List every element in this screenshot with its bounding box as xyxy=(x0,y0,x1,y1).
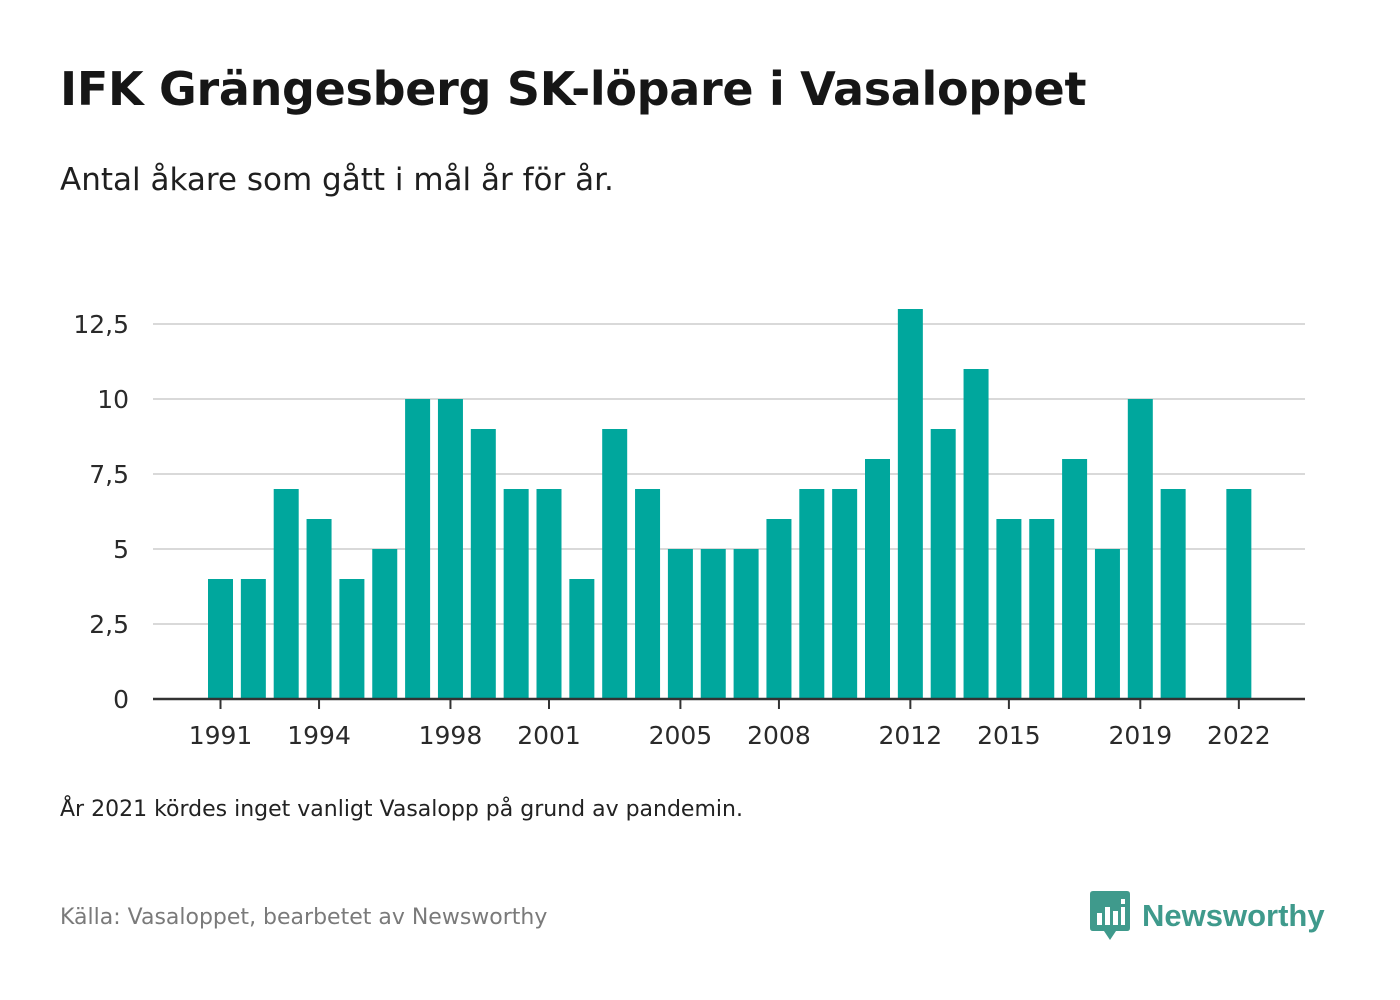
bar-2010 xyxy=(832,489,858,699)
bar-2007 xyxy=(733,549,759,699)
bar-2018 xyxy=(1094,549,1120,699)
bar-1992 xyxy=(240,579,266,699)
y-tick-label: 2,5 xyxy=(89,610,129,639)
x-tick-label: 1998 xyxy=(419,721,483,750)
bar-2011 xyxy=(865,459,890,699)
x-tick-label: 2001 xyxy=(517,721,581,750)
y-tick-label: 0 xyxy=(113,685,129,714)
x-tick-label: 2015 xyxy=(977,721,1041,750)
bar-1993 xyxy=(273,489,299,699)
bar-2012 xyxy=(897,309,923,699)
x-tick-label: 1994 xyxy=(287,721,351,750)
bar-2020 xyxy=(1160,489,1186,699)
source-credit: Källa: Vasaloppet, bearbetet av Newswort… xyxy=(60,905,548,930)
bar-1998 xyxy=(437,399,463,699)
x-tick-label: 2005 xyxy=(649,721,713,750)
newsworthy-logo-icon xyxy=(1090,891,1130,940)
y-tick-label: 7,5 xyxy=(89,460,129,489)
axes: 0 2,5 5 7,5 10 12,5 1991 1994 1998 2001 2005 2008 20… xyxy=(73,310,1305,750)
bar-2003 xyxy=(602,429,628,699)
chart-subtitle: Antal åkare som gått i mål år för år. xyxy=(60,162,614,198)
bar-2017 xyxy=(1062,459,1088,699)
bar-2005 xyxy=(667,549,693,699)
bar-2013 xyxy=(930,429,956,699)
chart-title: IFK Grängesberg SK-löpare i Vasaloppet xyxy=(60,62,1087,116)
bars xyxy=(208,309,1252,699)
bar-2002 xyxy=(569,579,595,699)
brand-name: Newsworthy xyxy=(1142,898,1325,933)
bar-2019 xyxy=(1127,399,1153,699)
x-tick-label: 2022 xyxy=(1207,721,1271,750)
bar-1995 xyxy=(339,579,365,699)
bar-1991 xyxy=(208,579,233,699)
bar-1996 xyxy=(372,549,398,699)
bar-1994 xyxy=(306,519,332,699)
bar-2008 xyxy=(766,519,792,699)
bar-1997 xyxy=(405,399,431,699)
bar-2015 xyxy=(996,519,1022,699)
bar-2001 xyxy=(536,489,562,699)
footnote: År 2021 kördes inget vanligt Vasalopp på… xyxy=(60,797,743,822)
bar-2009 xyxy=(799,489,825,699)
bar-chart: 0 2,5 5 7,5 10 12,5 1991 1994 1998 2001 2005 2008 20… xyxy=(73,309,1305,750)
y-tick-label: 12,5 xyxy=(73,310,129,339)
brand-logo: Newsworthy xyxy=(1090,890,1325,942)
bar-2000 xyxy=(503,489,529,699)
bar-1999 xyxy=(470,429,496,699)
x-tick-label: 2019 xyxy=(1108,721,1172,750)
y-tick-label: 5 xyxy=(113,535,129,564)
x-tick-label: 1991 xyxy=(189,721,253,750)
bar-2004 xyxy=(635,489,661,699)
bar-2014 xyxy=(963,369,989,699)
x-tick-label: 2008 xyxy=(747,721,811,750)
bar-2016 xyxy=(1029,519,1055,699)
x-tick-label: 2012 xyxy=(879,721,943,750)
bar-2006 xyxy=(700,549,726,699)
bar-2022 xyxy=(1226,489,1252,699)
y-tick-label: 10 xyxy=(97,385,129,414)
